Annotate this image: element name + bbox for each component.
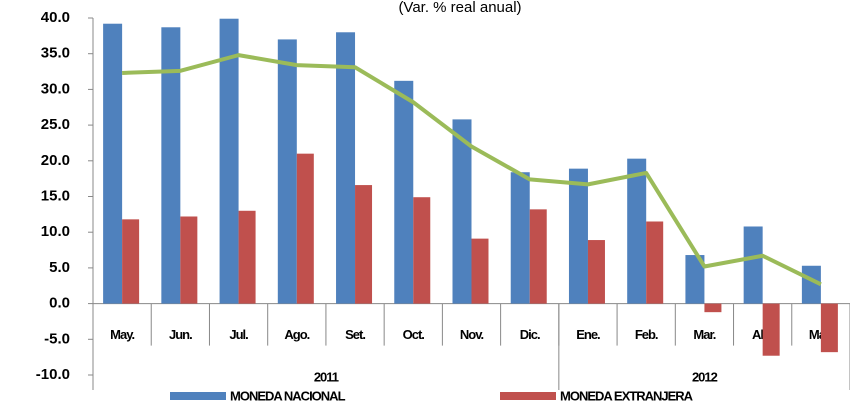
- bar: [452, 119, 472, 304]
- y-tick-label: 15.0: [41, 187, 70, 204]
- x-tick-label: Jun.: [169, 327, 192, 342]
- legend-swatch: [170, 392, 226, 400]
- bar: [122, 219, 140, 304]
- legend-swatch: [500, 392, 556, 400]
- group-label: 2011: [314, 369, 339, 384]
- bar: [355, 185, 373, 304]
- legend-label: MONEDA NACIONAL: [230, 388, 346, 403]
- y-tick-label: 25.0: [41, 116, 70, 133]
- bar: [587, 240, 605, 304]
- x-tick-label: Ago.: [284, 327, 309, 342]
- y-tick-label: 0.0: [49, 295, 70, 312]
- bar: [413, 197, 431, 304]
- bar: [743, 226, 763, 304]
- bar: [394, 80, 414, 304]
- bar: [180, 216, 198, 304]
- legend-label: MONEDA EXTRANJERA: [560, 388, 694, 403]
- bar: [296, 153, 314, 304]
- bar: [685, 255, 705, 304]
- y-tick-label: 40.0: [41, 9, 70, 26]
- bar: [336, 32, 356, 304]
- bar: [627, 158, 647, 304]
- bar: [704, 303, 722, 313]
- bar: [529, 209, 547, 304]
- x-tick-label: Oct.: [403, 327, 425, 342]
- y-tick-label: 5.0: [49, 259, 70, 276]
- bar: [471, 238, 489, 304]
- y-tick-label: -10.0: [36, 366, 70, 383]
- bar: [646, 221, 664, 304]
- x-tick-label: Feb.: [635, 327, 658, 342]
- y-tick-label: -5.0: [44, 330, 70, 347]
- x-tick-label: May.: [110, 327, 134, 342]
- group-label: 2012: [692, 369, 718, 384]
- bar: [762, 303, 780, 356]
- y-tick-label: 30.0: [41, 80, 70, 97]
- x-tick-label: Mar.: [693, 327, 715, 342]
- x-tick-label: Nov.: [460, 327, 484, 342]
- bar: [820, 303, 838, 353]
- y-tick-label: 10.0: [41, 223, 70, 240]
- bar: [161, 27, 181, 304]
- bar: [568, 168, 588, 304]
- chart-subtitle: (Var. % real anual): [398, 0, 521, 16]
- x-tick-label: Jul.: [229, 327, 248, 342]
- bar: [103, 23, 123, 304]
- x-tick-label: Ene.: [576, 327, 600, 342]
- line: [122, 53, 822, 287]
- bar: [510, 172, 530, 304]
- bar: [238, 210, 256, 304]
- x-tick-label: Set.: [345, 327, 365, 342]
- bar: [277, 39, 297, 304]
- y-tick-label: 35.0: [41, 45, 70, 62]
- y-tick-label: 20.0: [41, 152, 70, 169]
- x-tick-label: Dic.: [520, 327, 540, 342]
- bar: [219, 18, 239, 304]
